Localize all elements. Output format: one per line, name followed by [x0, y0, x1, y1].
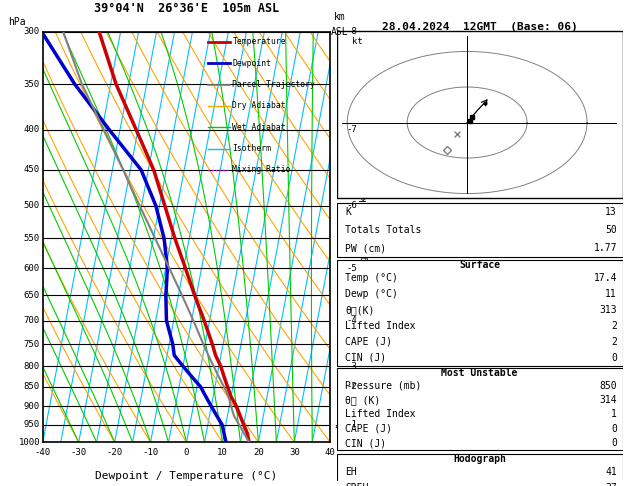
Text: 37: 37 [605, 483, 617, 486]
Text: Dewpoint: Dewpoint [233, 59, 272, 68]
Text: Surface: Surface [459, 260, 500, 270]
Text: Mixing Ratio (g/kg): Mixing Ratio (g/kg) [360, 186, 369, 288]
Text: -20: -20 [106, 449, 123, 457]
Text: 10: 10 [217, 449, 228, 457]
Text: 900: 900 [24, 402, 40, 411]
Bar [337, 260, 623, 365]
Text: 550: 550 [24, 234, 40, 243]
Text: Dry Adiabat: Dry Adiabat [233, 102, 286, 110]
Text: θᴄ(K): θᴄ(K) [345, 305, 374, 315]
Text: 600: 600 [24, 263, 40, 273]
Text: SREH: SREH [345, 483, 369, 486]
Text: 300: 300 [24, 27, 40, 36]
Text: Hodograph: Hodograph [453, 454, 506, 464]
Text: Temperature: Temperature [233, 37, 286, 46]
Text: 400: 400 [24, 125, 40, 134]
Bar [337, 31, 623, 198]
Text: Pressure (mb): Pressure (mb) [345, 381, 421, 391]
Text: CAPE (J): CAPE (J) [345, 424, 392, 434]
Text: Lifted Index: Lifted Index [345, 409, 416, 419]
Text: -4: -4 [346, 316, 357, 325]
Text: Dewpoint / Temperature (°C): Dewpoint / Temperature (°C) [96, 471, 277, 481]
Text: 28.04.2024  12GMT  (Base: 06): 28.04.2024 12GMT (Base: 06) [382, 21, 577, 32]
Text: 500: 500 [24, 201, 40, 210]
Text: 39°04'N  26°36'E  105m ASL: 39°04'N 26°36'E 105m ASL [94, 1, 279, 15]
Text: 1000: 1000 [18, 438, 40, 447]
Text: -8: -8 [346, 27, 357, 36]
Text: ¹LCL: ¹LCL [333, 424, 353, 433]
Text: 313: 313 [599, 305, 617, 315]
Text: -1: -1 [346, 420, 357, 429]
Text: -3: -3 [346, 362, 357, 371]
Text: 850: 850 [24, 382, 40, 391]
Text: 0: 0 [184, 449, 189, 457]
Text: 314: 314 [599, 395, 617, 405]
Bar [337, 368, 623, 451]
Text: -7: -7 [346, 125, 357, 134]
Text: 750: 750 [24, 340, 40, 348]
Text: 30: 30 [289, 449, 299, 457]
Text: K: K [345, 207, 351, 217]
Text: hPa: hPa [8, 17, 26, 27]
Text: 0: 0 [611, 353, 617, 363]
Text: 650: 650 [24, 291, 40, 300]
Text: 2: 2 [611, 321, 617, 331]
Text: 950: 950 [24, 420, 40, 429]
Text: -5: -5 [346, 263, 357, 273]
Text: Dewp (°C): Dewp (°C) [345, 289, 398, 299]
Text: Wet Adiabat: Wet Adiabat [233, 123, 286, 132]
Text: 13: 13 [605, 207, 617, 217]
Text: 1: 1 [611, 409, 617, 419]
Text: 700: 700 [24, 316, 40, 325]
Text: Totals Totals: Totals Totals [345, 225, 421, 235]
Text: -40: -40 [35, 449, 51, 457]
Text: -30: -30 [70, 449, 87, 457]
Text: 1.77: 1.77 [594, 243, 617, 253]
Text: km: km [334, 12, 345, 22]
Text: CAPE (J): CAPE (J) [345, 337, 392, 347]
Text: PW (cm): PW (cm) [345, 243, 386, 253]
Text: -10: -10 [143, 449, 159, 457]
Text: 350: 350 [24, 80, 40, 88]
Text: 40: 40 [325, 449, 336, 457]
Text: 800: 800 [24, 362, 40, 371]
Text: EH: EH [345, 467, 357, 477]
Text: 20: 20 [253, 449, 264, 457]
Text: 450: 450 [24, 165, 40, 174]
Text: Parcel Trajectory: Parcel Trajectory [233, 80, 315, 89]
Bar [337, 454, 623, 486]
Text: 2: 2 [611, 337, 617, 347]
Text: CIN (J): CIN (J) [345, 353, 386, 363]
Text: 41: 41 [605, 467, 617, 477]
Text: Lifted Index: Lifted Index [345, 321, 416, 331]
Text: 50: 50 [605, 225, 617, 235]
Text: -2: -2 [346, 382, 357, 391]
Text: 11: 11 [605, 289, 617, 299]
Text: -6: -6 [346, 201, 357, 210]
Text: Isotherm: Isotherm [233, 144, 272, 153]
Text: 17.4: 17.4 [594, 273, 617, 283]
Text: 0: 0 [611, 438, 617, 448]
Text: CIN (J): CIN (J) [345, 438, 386, 448]
Text: 0: 0 [611, 424, 617, 434]
Text: Most Unstable: Most Unstable [442, 368, 518, 378]
Text: Mixing Ratio: Mixing Ratio [233, 166, 291, 174]
Bar [337, 203, 623, 257]
Text: ASL: ASL [331, 27, 348, 37]
Text: θᴄ (K): θᴄ (K) [345, 395, 381, 405]
Text: 850: 850 [599, 381, 617, 391]
Text: Temp (°C): Temp (°C) [345, 273, 398, 283]
